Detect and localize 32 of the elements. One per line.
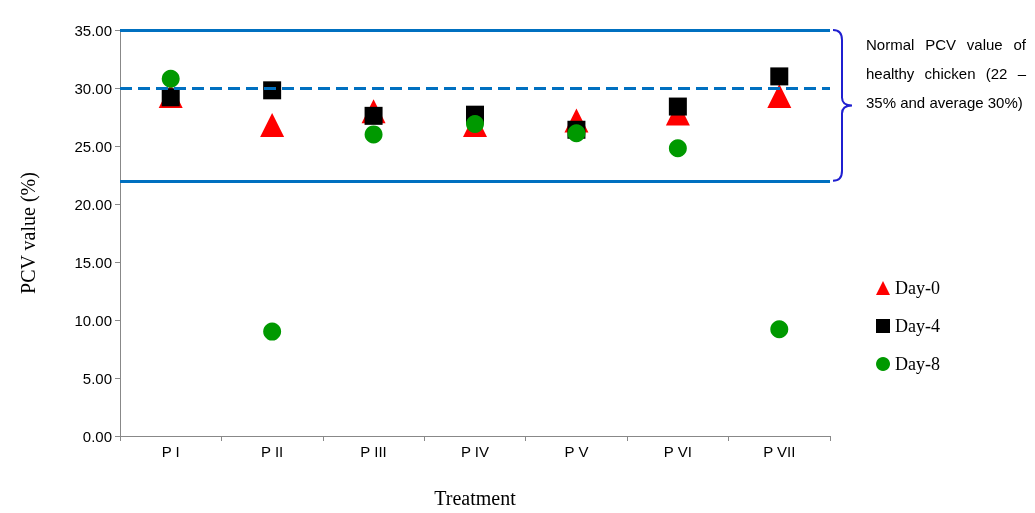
point (263, 322, 282, 341)
y-tick-label: 10.00 (74, 311, 112, 329)
legend-label: Day-4 (895, 316, 940, 336)
x-tick-label: P I (161, 443, 180, 460)
x-tick-label: P II (261, 443, 284, 460)
point (770, 320, 789, 339)
point (161, 69, 180, 88)
y-tick-label: 0.00 (82, 427, 112, 445)
point (767, 84, 792, 109)
y-tick-label: 35.00 (74, 21, 112, 39)
x-tick-label: P III (360, 443, 387, 460)
legend-label: Day-0 (895, 278, 940, 298)
y-tick-label: 30.00 (74, 79, 112, 97)
y-tick-label: 15.00 (74, 253, 112, 271)
text: Normal PCV value of healthy chicken (22 – 35% and average 30%) (866, 35, 1026, 113)
legend-label: Day-8 (895, 354, 940, 374)
point (668, 139, 687, 158)
point (567, 124, 586, 143)
point (466, 114, 484, 133)
point (668, 97, 687, 116)
x-tick-label: P IV (460, 443, 490, 460)
point (364, 125, 383, 144)
y-tick-label: 25.00 (74, 137, 112, 155)
y-tick-label: 5.00 (82, 369, 112, 387)
x-axis-title: Treatment (434, 487, 517, 509)
point (770, 67, 789, 86)
y-axis-title: PCV value (%) (17, 172, 40, 294)
y-tick-label: 20.00 (74, 195, 112, 213)
x-tick-label: P VI (663, 443, 692, 460)
point (260, 113, 285, 138)
x-tick-label: P V (564, 443, 589, 460)
x-tick-label: P VII (763, 443, 796, 460)
